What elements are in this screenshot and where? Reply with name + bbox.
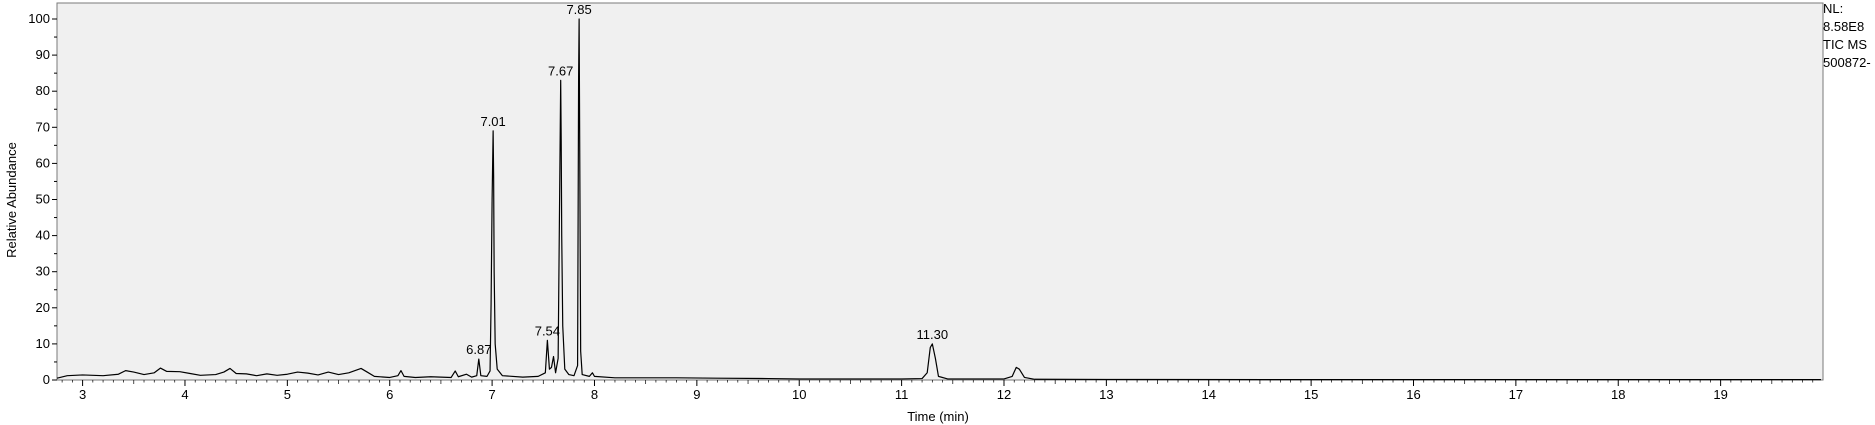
y-tick-label: 10 bbox=[36, 336, 50, 351]
x-tick-label: 4 bbox=[181, 387, 188, 402]
peak-label-7-01: 7.01 bbox=[480, 114, 505, 129]
peak-label-7-54: 7.54 bbox=[535, 323, 560, 338]
x-tick-label: 9 bbox=[693, 387, 700, 402]
y-tick-label: 50 bbox=[36, 192, 50, 207]
y-tick-label: 70 bbox=[36, 119, 50, 134]
nl-label: NL: bbox=[1823, 1, 1844, 16]
peak-label-11-30: 11.30 bbox=[917, 327, 949, 342]
y-tick-label: 0 bbox=[43, 372, 50, 387]
x-tick-label: 7 bbox=[488, 387, 495, 402]
y-tick-label: 30 bbox=[36, 264, 50, 279]
y-axis-title: Relative Abundance bbox=[4, 142, 19, 258]
plot-area bbox=[56, 2, 1824, 381]
x-tick-label: 13 bbox=[1099, 387, 1113, 402]
y-tick-label: 60 bbox=[36, 155, 50, 170]
x-tick-label: 14 bbox=[1202, 387, 1216, 402]
x-axis-title: Time (min) bbox=[907, 409, 969, 424]
x-tick-label: 5 bbox=[284, 387, 291, 402]
x-tick-label: 15 bbox=[1304, 387, 1318, 402]
y-tick-label: 80 bbox=[36, 83, 50, 98]
x-tick-label: 18 bbox=[1611, 387, 1625, 402]
y-tick-label: 100 bbox=[28, 11, 50, 26]
trace-layer bbox=[56, 18, 1821, 381]
nl-value: 8.58E8 bbox=[1823, 19, 1865, 34]
y-tick-label: 40 bbox=[36, 228, 50, 243]
x-tick-label: 17 bbox=[1509, 387, 1523, 402]
peak-label-7-67: 7.67 bbox=[548, 63, 573, 78]
x-tick-label: 8 bbox=[591, 387, 598, 402]
x-tick-label: 6 bbox=[386, 387, 393, 402]
x-tick-label: 10 bbox=[792, 387, 806, 402]
x-tick-label: 11 bbox=[895, 387, 909, 402]
x-tick-label: 12 bbox=[997, 387, 1011, 402]
x-tick-label: 3 bbox=[79, 387, 86, 402]
scan-filter: TIC MS bbox=[1823, 37, 1868, 52]
x-tick-label: 19 bbox=[1713, 387, 1727, 402]
sample-id: 500872- bbox=[1823, 55, 1871, 70]
x-tick-label: 16 bbox=[1406, 387, 1420, 402]
x-axis: 3 4 5 6 7 8 9 10 11 12 13 14 15 16 17 18 19 bbox=[61, 380, 1814, 402]
peak-labels: 6.87 7.01 7.54 7.67 7.85 11.30 bbox=[466, 2, 948, 357]
tic-trace bbox=[56, 18, 1821, 381]
y-tick-label: 20 bbox=[36, 300, 50, 315]
y-axis: 0 10 20 30 40 50 60 70 80 90 100 bbox=[28, 11, 57, 387]
peak-label-7-85: 7.85 bbox=[566, 2, 591, 17]
peak-label-6-87: 6.87 bbox=[466, 342, 491, 357]
y-tick-label: 90 bbox=[36, 47, 50, 62]
